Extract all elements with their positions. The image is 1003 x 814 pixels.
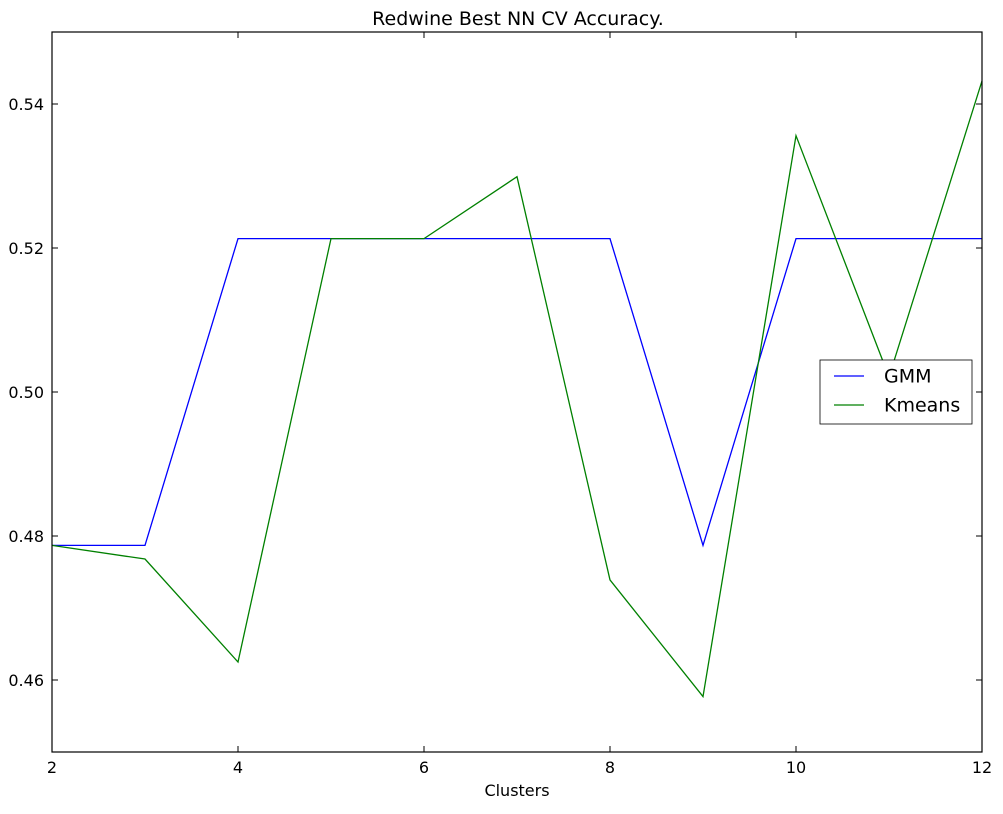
x-axis-label: Clusters [484,781,549,800]
x-tick-label: 4 [233,758,243,777]
legend-label-gmm: GMM [884,366,932,388]
y-tick-label: 0.50 [8,383,44,402]
legend: GMM Kmeans [819,359,973,425]
series-line-kmeans [51,80,983,699]
x-tick-label: 12 [972,758,992,777]
x-tick-label: 6 [419,758,429,777]
x-tick-label: 10 [786,758,806,777]
chart-title: Redwine Best NN CV Accuracy. [372,8,664,30]
ticks-layer: 2 4 6 8 10 12 0.46 0.48 0.50 0.52 0.54 [8,32,992,777]
legend-box [819,359,973,425]
y-tick-label: 0.52 [8,239,44,258]
y-tick-label: 0.48 [8,527,44,546]
legend-label-kmeans: Kmeans [884,395,960,417]
y-tick-label: 0.46 [8,671,44,690]
x-tick-label: 2 [47,758,57,777]
series-layer [51,80,983,699]
x-tick-label: 8 [605,758,615,777]
series-line-gmm [52,237,982,548]
y-tick-label: 0.54 [8,95,44,114]
